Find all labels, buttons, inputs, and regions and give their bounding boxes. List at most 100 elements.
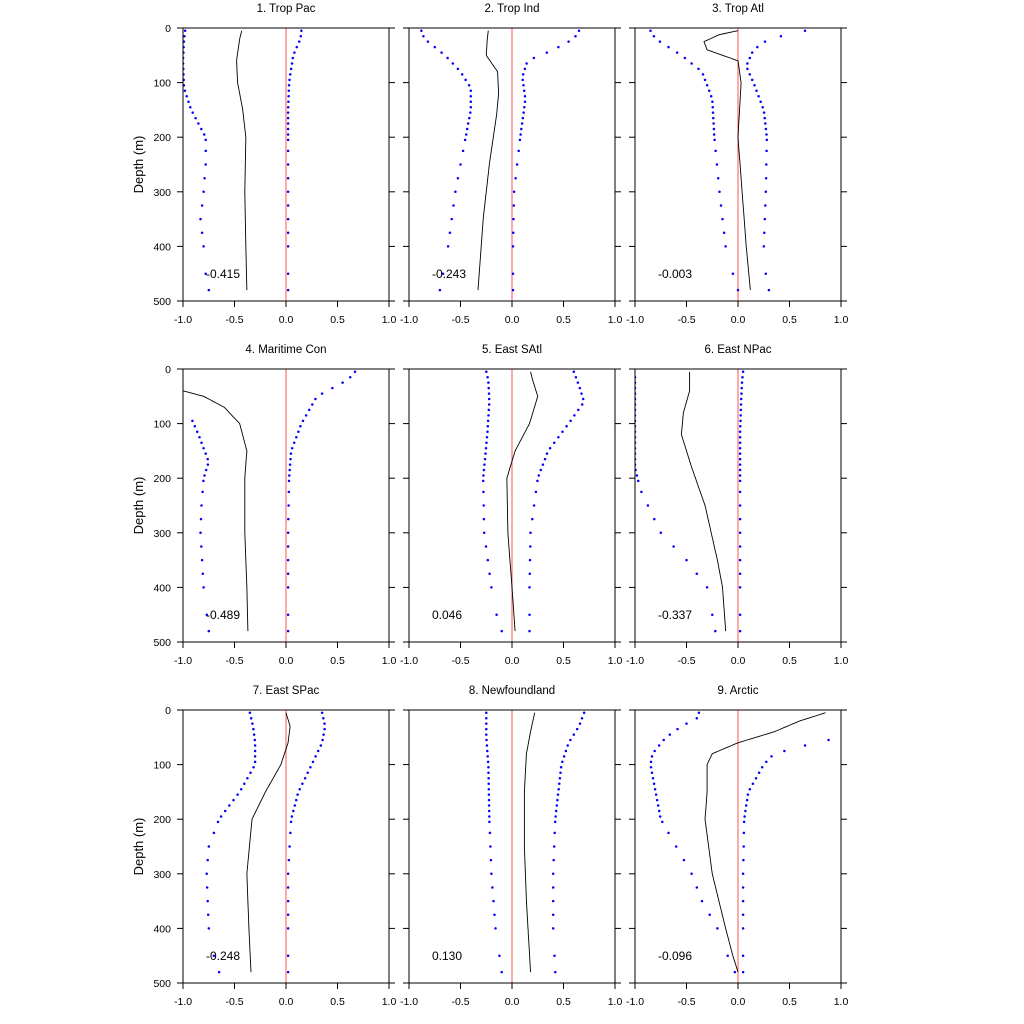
upper-bound-point — [322, 716, 325, 720]
upper-bound-point — [745, 798, 749, 802]
y-tick-label: 200 — [153, 132, 171, 144]
lower-bound-point — [206, 858, 209, 862]
lower-bound-point — [657, 809, 661, 813]
lower-bound-point — [201, 490, 204, 494]
upper-bound-point — [288, 845, 291, 848]
upper-bound-point — [556, 798, 559, 802]
lower-bound-point — [204, 468, 208, 472]
upper-bound-point — [286, 531, 290, 535]
upper-bound-point — [739, 425, 742, 428]
upper-bound-point — [311, 760, 315, 764]
lower-bound-point — [695, 572, 699, 576]
lower-bound-point — [187, 100, 190, 103]
upper-bound-point — [286, 886, 290, 889]
lower-bound-point — [450, 217, 453, 221]
y-tick-label: 100 — [153, 78, 171, 90]
lower-bound-point — [253, 744, 257, 747]
x-tick-label: 0.5 — [330, 655, 345, 667]
panel-data — [649, 711, 830, 974]
lower-bound-point — [456, 67, 460, 71]
correlation-annotation: -0.248 — [206, 949, 240, 963]
lower-bound-point — [657, 744, 661, 747]
upper-bound-point — [738, 452, 742, 455]
upper-bound-point — [286, 122, 290, 125]
upper-bound-point — [286, 133, 290, 136]
upper-bound-point — [738, 629, 742, 633]
lower-bound-point — [239, 787, 243, 791]
lower-bound-point — [711, 111, 715, 114]
upper-bound-point — [289, 831, 292, 835]
upper-bound-point — [783, 749, 786, 753]
upper-bound-point — [528, 629, 531, 633]
correlation-annotation: -0.003 — [658, 267, 692, 281]
upper-bound-point — [764, 122, 767, 125]
lower-bound-point — [490, 872, 493, 876]
lower-bound-point — [469, 89, 473, 93]
correlation-annotation: 0.046 — [432, 608, 462, 622]
lower-bound-point — [204, 149, 207, 153]
upper-bound-point — [306, 771, 309, 775]
lower-bound-point — [464, 78, 467, 82]
panel-title: 6. East NPac — [704, 344, 771, 356]
lower-bound-point — [482, 474, 485, 477]
upper-bound-point — [511, 272, 515, 275]
upper-bound-point — [515, 163, 519, 166]
upper-bound-point — [741, 970, 745, 974]
correlation-annotation: 0.130 — [432, 949, 462, 963]
lower-bound-point — [451, 62, 455, 65]
lower-bound-point — [683, 56, 687, 60]
upper-bound-point — [286, 217, 290, 221]
upper-bound-point — [287, 517, 290, 521]
lower-bound-point — [438, 288, 442, 292]
panel-title: 9. Arctic — [718, 685, 759, 697]
upper-bound-point — [323, 727, 326, 731]
upper-bound-point — [574, 34, 577, 38]
lower-bound-point — [252, 727, 255, 731]
lower-bound-point — [481, 479, 485, 483]
lower-bound-point — [198, 436, 201, 439]
lower-bound-point — [712, 122, 715, 125]
upper-bound-point — [554, 815, 557, 818]
upper-bound-point — [763, 40, 767, 43]
y-tick-label: 100 — [153, 760, 171, 772]
upper-bound-point — [311, 403, 314, 406]
x-tick-label: -0.5 — [451, 996, 469, 1008]
x-tick-label: -1.0 — [174, 314, 192, 326]
lower-bound-point — [201, 572, 205, 576]
upper-bound-point — [739, 397, 743, 401]
upper-bound-point — [803, 29, 807, 32]
lower-bound-point — [487, 771, 490, 775]
y-tick-label: 200 — [153, 814, 171, 826]
panel-1: 1. Trop Pac 0 100 200 300 400 500-1.0 -0.5 0.0 0.… — [131, 3, 396, 326]
panel-title: 8. Newfoundland — [469, 685, 555, 697]
upper-bound-point — [577, 408, 580, 412]
upper-bound-point — [521, 116, 525, 120]
upper-bound-point — [299, 425, 302, 428]
x-tick-label: 0.0 — [279, 996, 294, 1008]
upper-bound-point — [523, 105, 526, 109]
upper-bound-point — [286, 954, 290, 957]
upper-bound-point — [289, 452, 293, 455]
upper-bound-point — [521, 73, 525, 76]
upper-bound-point — [541, 463, 545, 466]
lower-bound-point — [649, 29, 652, 32]
upper-bound-point — [765, 760, 768, 764]
lower-bound-point — [487, 403, 491, 406]
lower-bound-point — [652, 782, 656, 785]
lower-bound-point — [420, 29, 423, 32]
lower-bound-point — [488, 815, 491, 818]
lower-bound-point — [489, 845, 492, 848]
lower-bound-point — [207, 845, 211, 848]
upper-bound-point — [552, 858, 555, 862]
lower-bound-point — [422, 34, 425, 38]
upper-bound-point — [765, 149, 768, 153]
upper-bound-point — [575, 727, 579, 731]
x-tick-label: -1.0 — [400, 314, 418, 326]
lower-bound-point — [195, 430, 199, 434]
x-tick-label: 1.0 — [834, 996, 849, 1008]
lower-bound-point — [456, 176, 460, 180]
lower-bound-point — [212, 831, 216, 835]
upper-bound-point — [286, 586, 290, 589]
x-tick-label: -0.5 — [677, 655, 695, 667]
upper-bound-point — [287, 504, 290, 507]
